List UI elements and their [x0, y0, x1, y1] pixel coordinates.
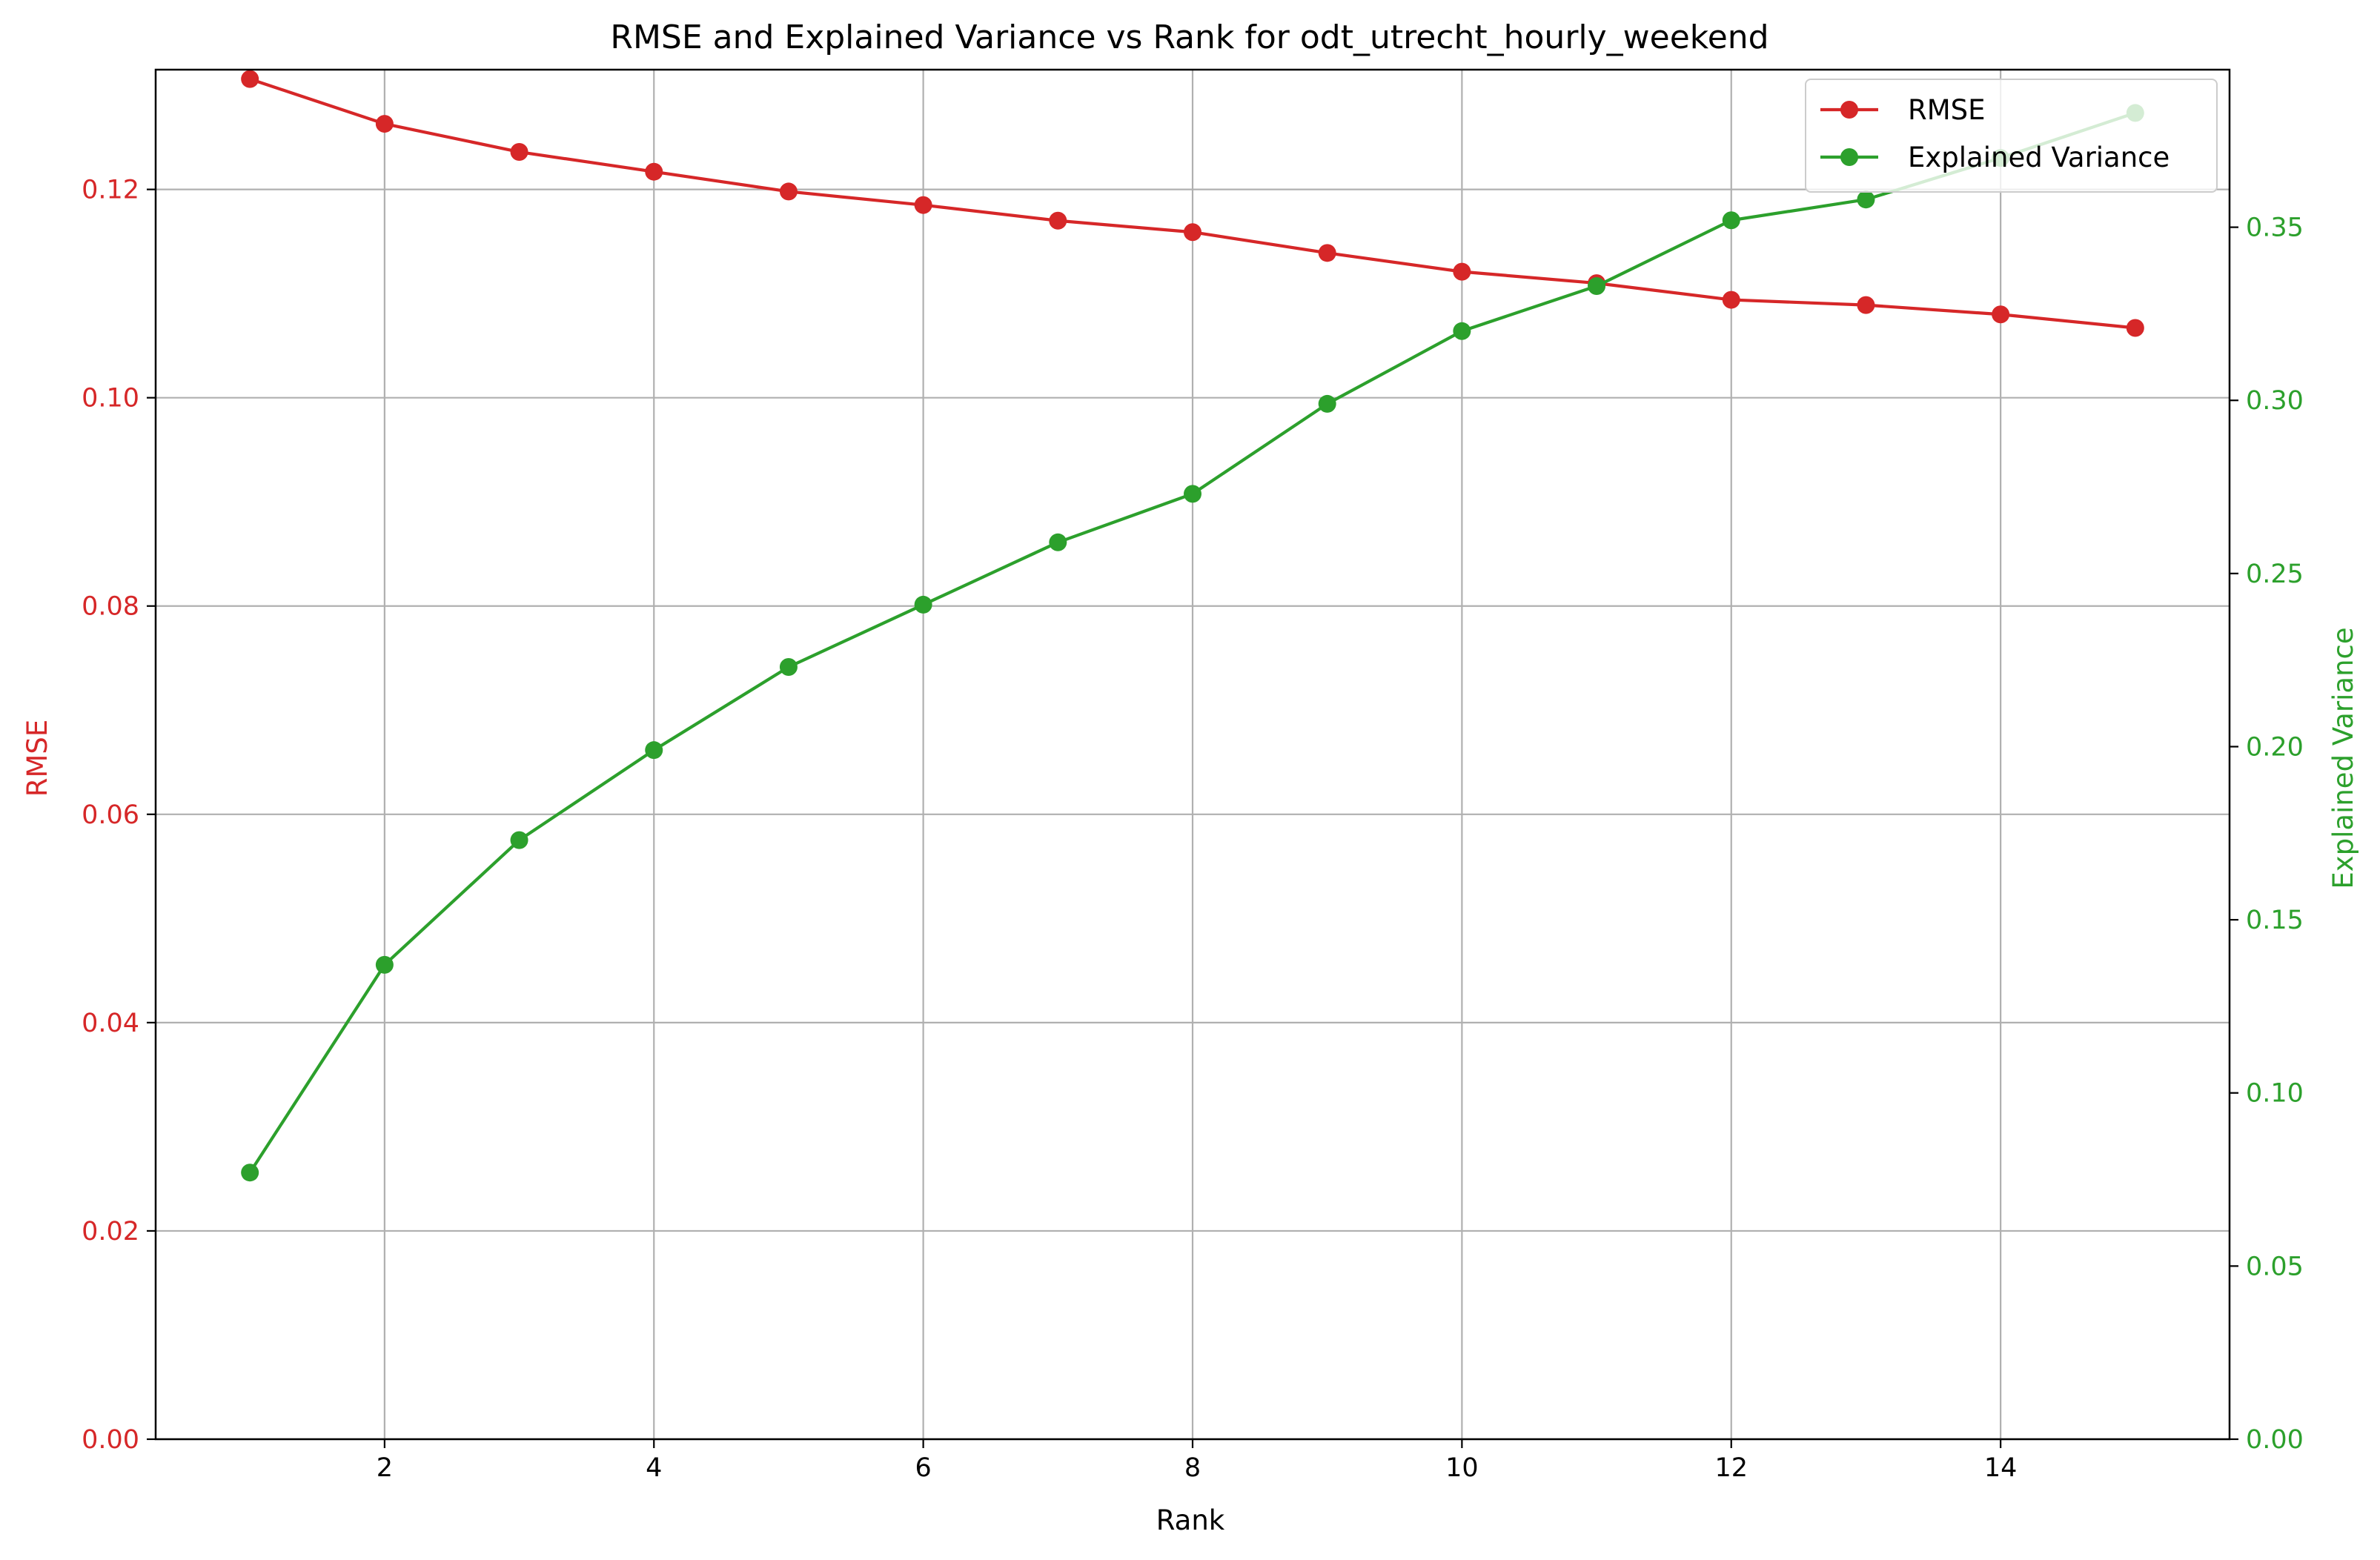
y-left-tick-label: 0.10: [82, 384, 139, 414]
legend-explained-variance-marker: [1840, 148, 1858, 166]
explained-variance-point: [1184, 485, 1201, 503]
rmse-point: [1992, 305, 2010, 324]
chart-title: RMSE and Explained Variance vs Rank for …: [610, 19, 1769, 56]
legend-rmse-marker: [1840, 101, 1858, 119]
explained-variance-point: [375, 955, 394, 974]
rmse-point: [2126, 319, 2144, 337]
legend-rmse-label: RMSE: [1908, 94, 1986, 126]
explained-variance-point: [1857, 190, 1875, 209]
y-axis-right-label: Explained Variance: [2327, 627, 2359, 889]
explained-variance-point: [1318, 394, 1336, 413]
x-tick-label: 14: [1984, 1453, 2018, 1483]
y-right-tick-label: 0.15: [2246, 906, 2304, 935]
y-left-tick-label: 0.04: [82, 1009, 139, 1038]
x-axis: 2 4 6 8 10 12 14: [377, 1439, 2018, 1483]
explained-variance-point: [779, 658, 798, 677]
legend-explained-variance-label: Explained Variance: [1908, 142, 2169, 173]
rmse-point: [645, 162, 663, 181]
rmse-point: [510, 143, 528, 162]
rmse-point: [241, 70, 259, 88]
y-right-tick-label: 0.00: [2246, 1425, 2304, 1455]
y-axis-left: 0.00 0.02 0.04 0.06 0.08 0.10 0.12: [82, 176, 156, 1455]
explained-variance-point: [1049, 533, 1067, 551]
explained-variance-point: [914, 595, 932, 614]
series-rmse: [241, 70, 2144, 337]
y-right-tick-label: 0.20: [2246, 732, 2304, 762]
legend: RMSE Explained Variance: [1805, 79, 2218, 193]
explained-variance-point: [1453, 322, 1471, 340]
y-right-tick-label: 0.10: [2246, 1079, 2304, 1109]
x-tick-label: 12: [1714, 1453, 1748, 1483]
y-right-tick-label: 0.35: [2246, 213, 2304, 243]
x-tick-label: 6: [915, 1453, 931, 1483]
y-left-tick-label: 0.06: [82, 800, 139, 830]
y-axis-left-label: RMSE: [21, 720, 53, 797]
rmse-point: [375, 115, 394, 133]
explained-variance-point: [241, 1164, 259, 1182]
rmse-point: [1049, 211, 1067, 230]
x-tick-label: 2: [377, 1453, 393, 1483]
rmse-point: [1184, 223, 1201, 242]
y-right-tick-label: 0.25: [2246, 560, 2304, 589]
x-tick-label: 10: [1445, 1453, 1479, 1483]
rmse-point: [779, 182, 798, 201]
rmse-point: [914, 196, 932, 214]
x-tick-label: 8: [1184, 1453, 1201, 1483]
x-tick-label: 4: [646, 1453, 662, 1483]
explained-variance-point: [1588, 277, 1606, 296]
rmse-point: [1453, 262, 1471, 281]
rmse-point: [1318, 244, 1336, 262]
y-left-tick-label: 0.08: [82, 592, 139, 622]
y-left-tick-label: 0.12: [82, 176, 139, 205]
x-axis-label: Rank: [1156, 1504, 1225, 1536]
explained-variance-point: [510, 831, 528, 849]
explained-variance-point: [1722, 211, 1740, 230]
explained-variance-point: [645, 741, 663, 760]
rmse-point: [1722, 291, 1740, 309]
y-right-tick-label: 0.30: [2246, 386, 2304, 416]
y-left-tick-label: 0.00: [82, 1425, 139, 1455]
y-axis-right: 0.00 0.05 0.10 0.15 0.20 0.25 0.30 0.35: [2230, 213, 2304, 1455]
plot-series: [241, 70, 2144, 1182]
y-right-tick-label: 0.05: [2246, 1252, 2304, 1281]
legend-box: [1805, 79, 2218, 193]
y-left-tick-label: 0.02: [82, 1217, 139, 1247]
rmse-point: [1857, 296, 1875, 314]
